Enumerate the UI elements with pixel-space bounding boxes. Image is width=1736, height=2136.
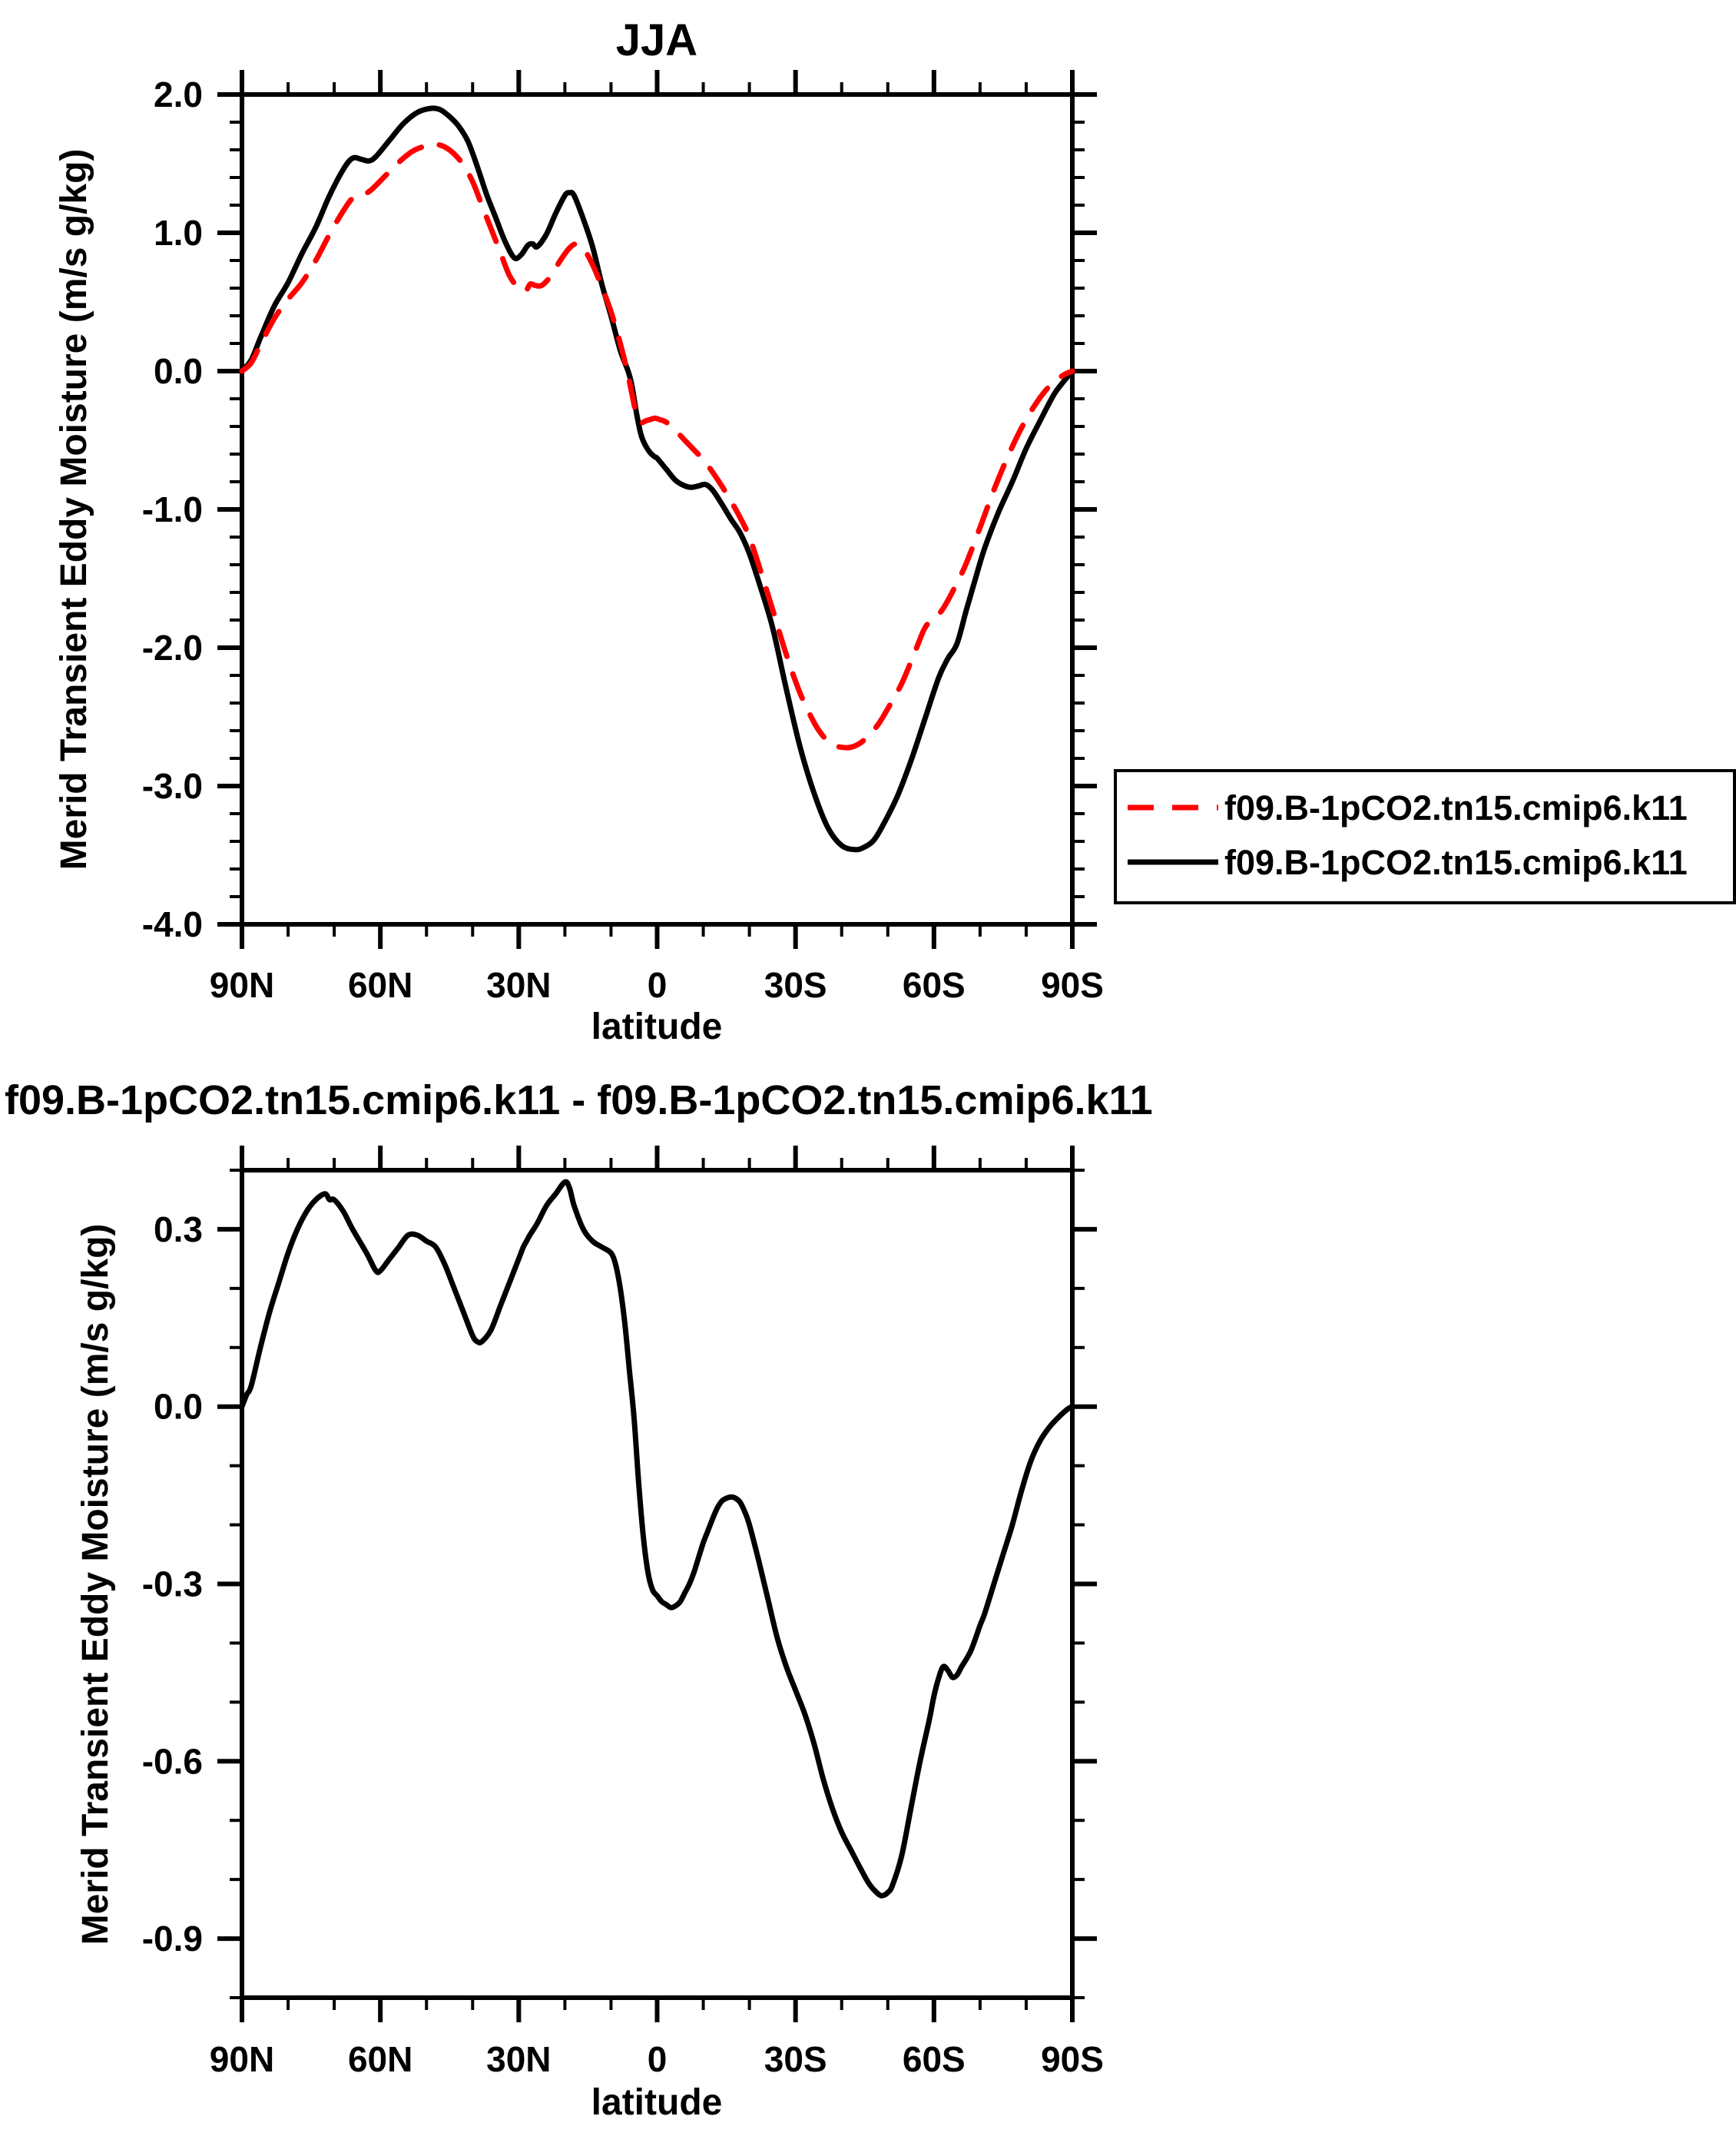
- bottom-x-tick-label: 30N: [486, 2039, 551, 2079]
- bottom-y-axis-label: Merid Transient Eddy Moisture (m/s g/kg): [75, 1224, 116, 1945]
- legend-entry-label: f09.B-1pCO2.tn15.cmip6.k11: [1224, 788, 1688, 828]
- bottom-x-tick-label: 90N: [210, 2039, 274, 2079]
- top-y-tick-label: 0.0: [154, 351, 203, 391]
- legend-entry-label: f09.B-1pCO2.tn15.cmip6.k11: [1224, 843, 1688, 882]
- top-x-tick-label: 60N: [348, 965, 412, 1005]
- top-x-tick-label: 30N: [486, 965, 551, 1005]
- top-x-axis-label: latitude: [591, 1007, 723, 1047]
- bottom-plot-title: f09.B-1pCO2.tn15.cmip6.k11 - f09.B-1pCO2…: [5, 1077, 1153, 1123]
- top-x-tick-label: 90S: [1041, 965, 1104, 1005]
- top-plot-title: JJA: [616, 15, 697, 65]
- top-y-tick-label: 2.0: [154, 75, 203, 114]
- bottom-x-axis-label: latitude: [591, 2082, 723, 2123]
- top-y-tick-label: -1.0: [142, 489, 203, 529]
- top-x-tick-label: 0: [648, 965, 668, 1005]
- top-y-tick-label: 1.0: [154, 213, 203, 253]
- bottom-x-tick-label: 60N: [348, 2039, 412, 2079]
- legend-box: [1114, 769, 1736, 904]
- bottom-y-tick-label: 0.0: [154, 1387, 203, 1427]
- bottom-x-tick-label: 60S: [903, 2039, 966, 2079]
- top-y-tick-label: -4.0: [142, 904, 203, 944]
- bottom-y-tick-label: -0.3: [142, 1564, 203, 1604]
- top-x-tick-label: 60S: [903, 965, 966, 1005]
- top-y-tick-label: -2.0: [142, 628, 203, 668]
- top-curve-black-solid: [239, 105, 1075, 853]
- top-y-tick-label: -3.0: [142, 766, 203, 806]
- top-curve-red-dashed: [239, 141, 1075, 751]
- bottom-y-tick-label: -0.9: [142, 1919, 203, 1959]
- bottom-y-tick-label: 0.3: [154, 1209, 203, 1249]
- bottom-x-tick-label: 30S: [764, 2039, 827, 2079]
- bottom-curve-black-solid: [239, 1179, 1075, 1899]
- top-y-axis-label: Merid Transient Eddy Moisture (m/s g/kg): [54, 149, 94, 871]
- bottom-x-tick-label: 0: [648, 2039, 668, 2079]
- top-x-tick-label: 90N: [210, 965, 274, 1005]
- bottom-x-tick-label: 90S: [1041, 2039, 1104, 2079]
- bottom-y-tick-label: -0.6: [142, 1741, 203, 1781]
- top-x-tick-label: 30S: [764, 965, 827, 1005]
